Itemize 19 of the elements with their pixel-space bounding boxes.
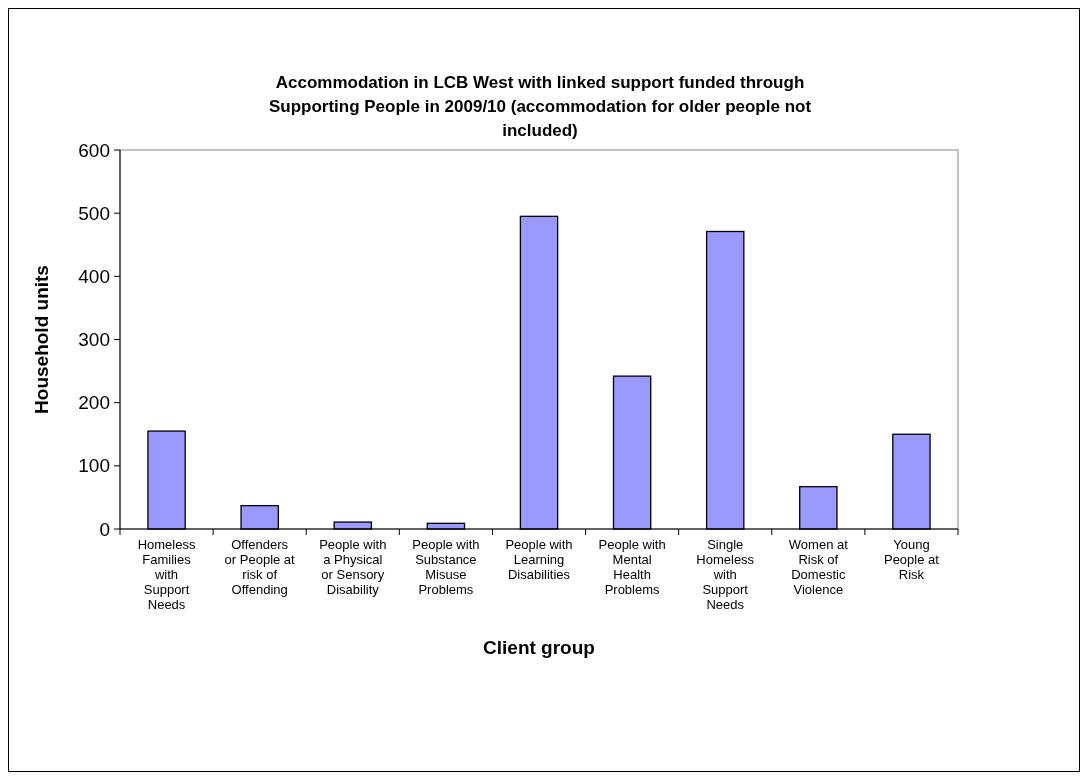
y-tick-label: 100 bbox=[78, 455, 110, 477]
x-axis-title: Client group bbox=[483, 637, 595, 658]
x-tick-label: Young People at Risk bbox=[883, 537, 940, 582]
y-tick-label: 500 bbox=[78, 202, 110, 224]
y-tick-label: 200 bbox=[78, 392, 110, 414]
x-tick-label: People with Mental Health Problems bbox=[598, 537, 666, 597]
y-axis-title: Household units bbox=[31, 265, 52, 414]
x-tick-label: Offenders or People at risk of Offending bbox=[224, 537, 296, 597]
y-tick-label: 0 bbox=[99, 518, 110, 540]
y-tick-label: 300 bbox=[78, 329, 110, 351]
y-tick-label: 400 bbox=[78, 265, 110, 287]
y-tick-label: 600 bbox=[78, 139, 110, 161]
x-tick-label: People with Learning Disabilities bbox=[505, 537, 573, 582]
x-tick-label: Single Homeless with Support Needs bbox=[696, 537, 755, 612]
x-tick-label: People with a Physical or Sensory Disability bbox=[319, 537, 387, 597]
x-tick-label: People with Substance Misuse Problems bbox=[412, 537, 480, 597]
chart-title: Accommodation in LCB West with linked support funded through Supporting People in 2009/10 (accommodation for older people not included) bbox=[268, 73, 812, 140]
x-tick-label: Women at Risk of Domestic Violence bbox=[788, 537, 849, 597]
x-tick-label: Homeless Families with Support Needs bbox=[137, 537, 196, 612]
